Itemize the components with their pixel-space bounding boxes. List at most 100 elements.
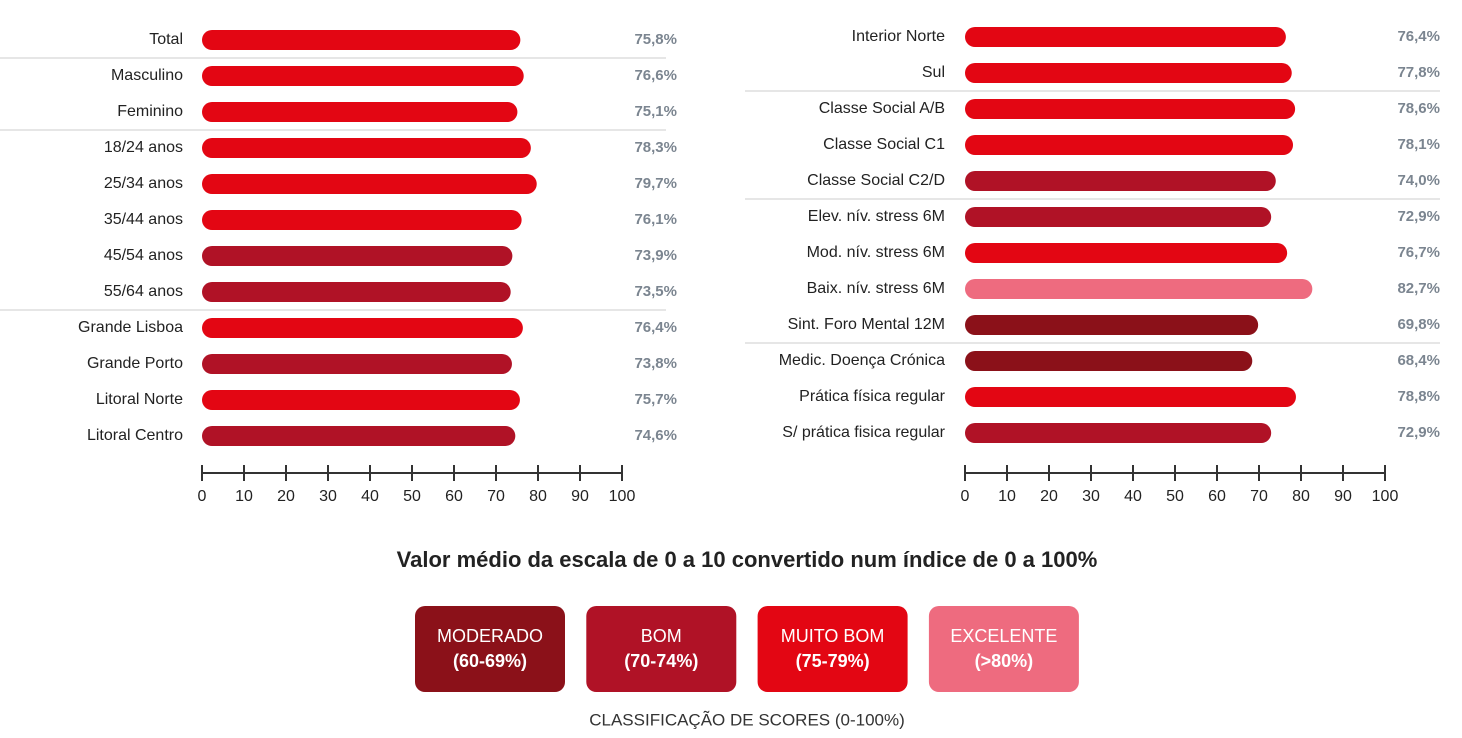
bar <box>202 66 524 86</box>
value-label: 72,9% <box>1397 208 1440 225</box>
value-label: 76,4% <box>634 319 677 336</box>
bar <box>965 423 1272 443</box>
note: Valor médio da escala de 0 a 10 converti… <box>397 547 1098 572</box>
x-tick-label: 0 <box>961 488 970 505</box>
bar <box>202 30 521 50</box>
bar <box>202 138 531 158</box>
x-tick-label: 60 <box>445 488 463 505</box>
x-tick-label: 40 <box>361 488 379 505</box>
value-label: 69,8% <box>1397 316 1440 333</box>
bar <box>965 279 1313 299</box>
x-tick-label: 20 <box>1040 488 1058 505</box>
bar <box>965 243 1288 263</box>
x-tick-label: 100 <box>1372 488 1399 505</box>
legend-name: MODERADO <box>437 626 543 646</box>
category-label: Masculino <box>111 67 183 84</box>
bar <box>965 27 1286 47</box>
value-label: 77,8% <box>1397 64 1440 81</box>
value-label: 76,1% <box>634 211 677 228</box>
value-label: 75,8% <box>634 31 677 48</box>
category-label: Mod. nív. stress 6M <box>807 244 945 261</box>
bar <box>202 174 537 194</box>
value-label: 75,1% <box>634 103 677 120</box>
category-label: Litoral Norte <box>96 391 183 408</box>
x-tick-label: 80 <box>1292 488 1310 505</box>
value-label: 82,7% <box>1397 280 1440 297</box>
x-tick-label: 90 <box>1334 488 1352 505</box>
bar <box>965 315 1259 335</box>
x-tick-label: 20 <box>277 488 295 505</box>
category-label: Elev. nív. stress 6M <box>808 208 945 225</box>
legend-range: (75-79%) <box>796 651 870 671</box>
bar <box>202 246 513 266</box>
bar <box>965 387 1296 407</box>
value-label: 73,8% <box>634 355 677 372</box>
x-tick-label: 90 <box>571 488 589 505</box>
bar <box>965 171 1276 191</box>
value-label: 76,4% <box>1397 28 1440 45</box>
category-label: Sint. Foro Mental 12M <box>788 316 945 333</box>
category-label: Sul <box>922 64 945 81</box>
category-label: Prática física regular <box>799 388 946 405</box>
legend-name: BOM <box>641 626 682 646</box>
x-tick-label: 60 <box>1208 488 1226 505</box>
value-label: 78,1% <box>1397 136 1440 153</box>
value-label: 73,5% <box>634 283 677 300</box>
category-label: Medic. Doença Crónica <box>779 352 945 369</box>
x-tick-label: 80 <box>529 488 547 505</box>
x-tick-label: 70 <box>1250 488 1268 505</box>
bar <box>202 390 520 410</box>
bar <box>202 210 522 230</box>
bar <box>202 318 523 338</box>
value-label: 76,6% <box>634 67 677 84</box>
x-tick-label: 100 <box>609 488 636 505</box>
bar <box>965 351 1253 371</box>
bar <box>965 99 1296 119</box>
bar <box>202 102 518 122</box>
bar <box>965 63 1292 83</box>
value-label: 78,3% <box>634 139 677 156</box>
value-label: 78,8% <box>1397 388 1440 405</box>
category-label: Classe Social C2/D <box>807 172 945 189</box>
category-label: Litoral Centro <box>87 427 183 444</box>
x-tick-label: 10 <box>235 488 253 505</box>
category-label: Feminino <box>117 103 183 120</box>
value-label: 74,6% <box>634 427 677 444</box>
bar <box>202 282 511 302</box>
legend-range: (70-74%) <box>624 651 698 671</box>
legend-range: (>80%) <box>975 651 1034 671</box>
category-label: Baix. nív. stress 6M <box>807 280 945 297</box>
value-label: 72,9% <box>1397 424 1440 441</box>
category-label: Grande Porto <box>87 355 183 372</box>
x-tick-label: 30 <box>319 488 337 505</box>
legend-title: CLASSIFICAÇÃO DE SCORES (0-100%) <box>589 710 905 729</box>
legend-range: (60-69%) <box>453 651 527 671</box>
category-label: 55/64 anos <box>104 283 183 300</box>
x-tick-label: 40 <box>1124 488 1142 505</box>
category-label: 45/54 anos <box>104 247 183 264</box>
value-label: 73,9% <box>634 247 677 264</box>
legend-name: MUITO BOM <box>781 626 885 646</box>
x-tick-label: 30 <box>1082 488 1100 505</box>
category-label: 25/34 anos <box>104 175 183 192</box>
x-tick-label: 50 <box>403 488 421 505</box>
x-tick-label: 70 <box>487 488 505 505</box>
value-label: 75,7% <box>634 391 677 408</box>
legend-name: EXCELENTE <box>950 626 1057 646</box>
category-label: S/ prática fisica regular <box>782 424 945 441</box>
value-label: 78,6% <box>1397 100 1440 117</box>
legend-box <box>586 606 737 692</box>
x-tick-label: 50 <box>1166 488 1184 505</box>
value-label: 76,7% <box>1397 244 1440 261</box>
x-tick-label: 10 <box>998 488 1016 505</box>
legend-box <box>757 606 908 692</box>
category-label: Classe Social C1 <box>823 136 945 153</box>
bar <box>965 207 1272 227</box>
bar <box>202 354 512 374</box>
category-label: Interior Norte <box>852 28 945 45</box>
legend-box <box>415 606 565 692</box>
category-label: Total <box>149 31 183 48</box>
bar <box>965 135 1294 155</box>
x-tick-label: 0 <box>198 488 207 505</box>
